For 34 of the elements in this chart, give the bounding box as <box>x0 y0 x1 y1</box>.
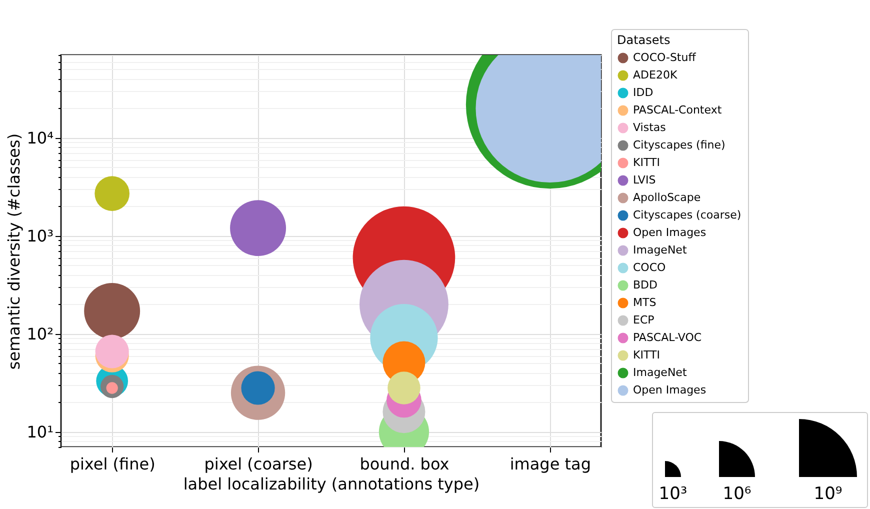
legend-label: Open Images <box>633 384 706 396</box>
legend-label: PASCAL-Context <box>633 104 722 116</box>
legend-label: Open Images <box>633 226 706 239</box>
y-tick-label: 10⁴ <box>26 128 54 148</box>
x-tick-label: pixel (coarse) <box>204 454 313 474</box>
legend-label: ImageNet <box>633 244 688 256</box>
legend-label: ADE20K <box>633 68 678 82</box>
legend-label: LVIS <box>633 174 656 186</box>
x-tick-label: pixel (fine) <box>70 454 156 474</box>
y-axis-title: semantic diversity (#classes) <box>4 133 24 370</box>
legend-label: COCO-Stuff <box>633 51 696 64</box>
text: 10⁹ <box>814 484 842 504</box>
legend-label: ImageNet <box>633 366 688 379</box>
legend-title: Datasets <box>617 33 670 47</box>
y-tick-label: 10¹ <box>26 422 54 442</box>
text: 10³ <box>658 484 688 504</box>
legend-label: COCO <box>633 261 666 274</box>
legend-label: MTS <box>633 296 656 309</box>
legend-label: Cityscapes (fine) <box>633 138 726 152</box>
legend-label: ApolloScape <box>633 191 701 204</box>
legend-label: KITTI <box>633 348 660 362</box>
legend-label: ECP <box>633 314 655 326</box>
text: 10⁶ <box>722 484 752 504</box>
legend-label: PASCAL-VOC <box>633 331 702 344</box>
legend-label: KITTI <box>633 156 660 169</box>
legend-label: Vistas <box>633 121 666 134</box>
x-tick-label: image tag <box>510 454 591 474</box>
x-tick-label: bound. box <box>360 454 450 474</box>
legend-label: BDD <box>633 278 658 292</box>
x-axis-title: label localizability (annotations type) <box>183 474 480 494</box>
legend-label: Cityscapes (coarse) <box>633 208 742 222</box>
y-tick-label: 10² <box>26 324 54 344</box>
y-tick-label: 10³ <box>26 226 54 246</box>
legend-label: IDD <box>633 86 654 99</box>
